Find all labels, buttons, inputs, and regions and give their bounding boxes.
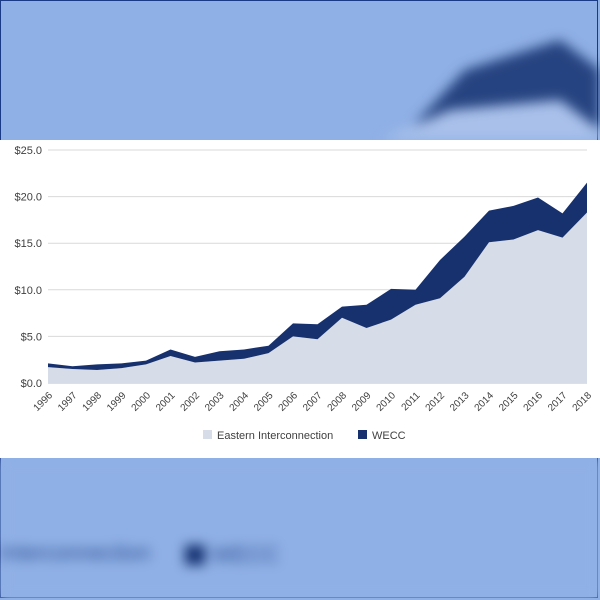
x-tick-label: 2005 [252, 390, 276, 414]
x-tick-label: 2007 [301, 390, 325, 414]
y-tick-label: $25.0 [14, 145, 42, 157]
y-tick-label: $10.0 [14, 285, 42, 297]
chart-panel: $0.0 $5.0 $10.0 $15.0 $20.0 $25.0 1996 1997 199… [0, 140, 600, 458]
x-tick-label: 2016 [522, 390, 546, 414]
svg-text:Interconnection: Interconnection [0, 540, 150, 565]
y-tick-label: $0.0 [21, 378, 42, 390]
x-tick-label: 2002 [179, 390, 203, 414]
area-series-0 [48, 212, 587, 383]
x-tick-label: 2009 [350, 390, 374, 414]
x-tick-label: 2013 [448, 390, 472, 414]
x-axis-ticks: 1996 1997 1998 1999 2000 2001 2002 2003 2004 2005… [32, 390, 595, 414]
x-tick-label: 1996 [32, 390, 56, 414]
area-series-1 [48, 182, 587, 370]
legend: Eastern Interconnection WECC [203, 430, 406, 442]
x-tick-label: 2011 [400, 390, 423, 413]
x-tick-label: 2000 [130, 390, 154, 414]
stacked-area-chart: $0.0$5.0$10.0$15.0$20.0$25.0 1996 1997 199… [14, 145, 595, 442]
x-tick-label: 2010 [375, 390, 399, 414]
svg-text:WECC: WECC [212, 542, 279, 567]
x-tick-label: 2014 [473, 390, 497, 414]
x-tick-label: 1998 [81, 390, 105, 414]
y-axis-ticks: $0.0 $5.0 $10.0 $15.0 $20.0 $25.0 [14, 145, 42, 390]
legend-swatch-1 [358, 430, 367, 439]
x-tick-label: 1997 [56, 390, 80, 414]
x-tick-label: 2001 [154, 390, 178, 414]
x-tick-label: 2017 [546, 390, 570, 414]
x-tick-label: 2006 [277, 390, 301, 414]
y-tick-label: $20.0 [14, 192, 42, 204]
y-tick-label: $5.0 [21, 331, 42, 343]
x-tick-label: 2015 [497, 390, 521, 414]
x-tick-label: 2012 [424, 390, 448, 414]
x-tick-label: 1999 [105, 390, 129, 414]
legend-label-0: Eastern Interconnection [217, 430, 333, 442]
legend-swatch-0 [203, 430, 212, 439]
area-series [48, 182, 587, 383]
legend-label-1: WECC [372, 430, 406, 442]
y-tick-label: $15.0 [14, 238, 42, 250]
x-tick-label: 2008 [326, 390, 350, 414]
x-tick-label: 2004 [228, 390, 252, 414]
x-tick-label: 2003 [203, 390, 227, 414]
x-tick-label: 2018 [571, 390, 595, 414]
